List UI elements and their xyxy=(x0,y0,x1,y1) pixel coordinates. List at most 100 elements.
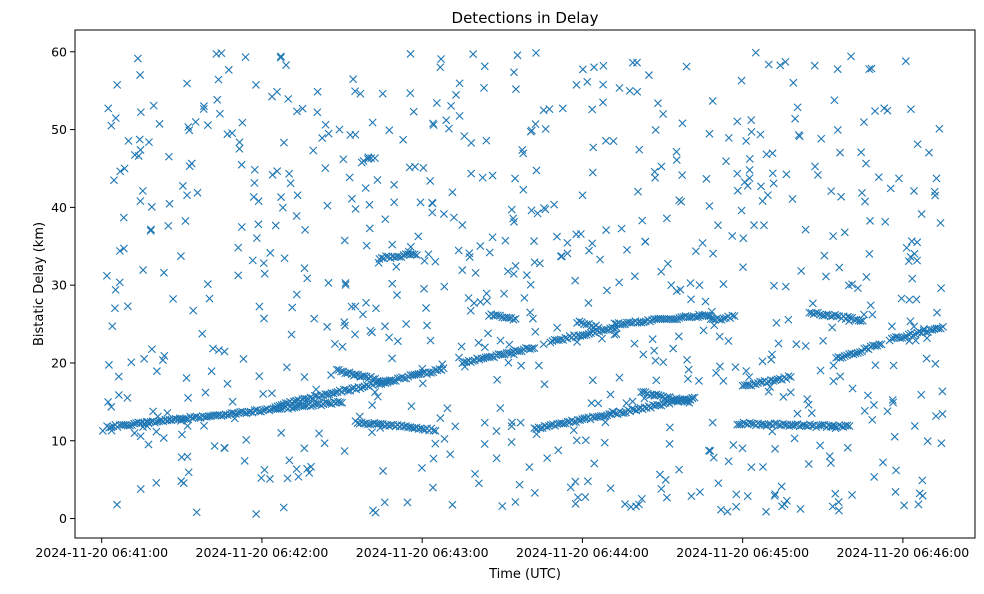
detection-marker xyxy=(917,390,926,399)
detection-marker xyxy=(241,53,250,62)
detection-marker xyxy=(301,225,310,234)
detection-marker xyxy=(779,392,788,401)
detection-marker xyxy=(596,255,605,264)
detection-marker xyxy=(428,208,437,217)
detection-marker xyxy=(182,373,191,382)
detection-marker xyxy=(561,333,570,342)
detection-marker xyxy=(701,297,710,306)
detection-marker xyxy=(464,293,473,302)
detection-marker xyxy=(588,105,597,114)
detection-marker xyxy=(488,233,497,242)
detection-marker xyxy=(446,450,455,459)
detection-marker xyxy=(715,332,724,341)
detection-marker xyxy=(786,372,795,381)
detection-marker xyxy=(136,108,145,117)
detection-marker xyxy=(578,191,587,200)
detection-marker xyxy=(695,310,704,319)
detection-marker xyxy=(337,367,345,376)
detection-marker xyxy=(350,371,359,380)
detection-marker xyxy=(676,396,685,405)
detection-marker xyxy=(831,310,840,319)
detection-marker xyxy=(480,83,489,92)
detection-marker xyxy=(178,181,187,190)
detection-marker xyxy=(458,221,467,230)
detection-marker xyxy=(511,314,520,323)
detection-marker xyxy=(923,334,932,343)
detection-marker xyxy=(791,114,800,123)
detection-marker xyxy=(804,400,813,409)
detection-marker xyxy=(925,148,933,157)
detection-marker xyxy=(300,264,309,273)
detection-marker xyxy=(663,393,672,402)
detection-marker xyxy=(369,375,378,384)
detection-marker xyxy=(277,193,286,202)
detection-marker xyxy=(119,244,128,253)
detection-marker xyxy=(484,329,493,338)
detection-marker xyxy=(714,479,723,488)
detection-marker xyxy=(831,489,840,498)
y-axis-label: Bistatic Delay (km) xyxy=(32,222,47,346)
detection-marker xyxy=(125,421,134,430)
detection-marker xyxy=(656,391,665,400)
detection-marker xyxy=(782,496,791,505)
detection-marker xyxy=(315,429,324,438)
detection-marker xyxy=(715,362,724,371)
detection-marker xyxy=(431,426,440,435)
detection-marker xyxy=(347,194,356,203)
detection-marker xyxy=(676,285,685,294)
detection-marker xyxy=(436,414,445,423)
detection-marker xyxy=(292,290,301,299)
detection-marker xyxy=(465,249,474,258)
detection-marker xyxy=(387,420,396,429)
detection-marker xyxy=(717,315,726,324)
detection-marker xyxy=(356,384,365,393)
detection-marker xyxy=(859,118,868,127)
detection-marker xyxy=(203,121,212,130)
detection-marker xyxy=(511,174,520,183)
detection-marker xyxy=(358,310,367,319)
detection-marker xyxy=(300,444,309,453)
detection-marker xyxy=(248,256,257,265)
detection-marker xyxy=(367,328,376,337)
detection-marker xyxy=(371,388,380,397)
detection-marker xyxy=(367,154,376,163)
plot-area xyxy=(98,48,947,519)
detection-marker xyxy=(303,464,312,473)
detection-marker xyxy=(530,488,539,497)
detection-marker xyxy=(572,436,581,445)
detection-marker xyxy=(377,253,386,262)
detection-marker xyxy=(444,124,453,133)
detection-marker xyxy=(662,214,671,223)
detection-marker xyxy=(633,187,642,196)
detection-marker xyxy=(379,467,388,475)
detection-marker xyxy=(556,252,565,261)
detection-marker xyxy=(584,298,593,307)
detection-marker xyxy=(729,440,738,449)
detection-marker xyxy=(931,412,940,421)
detection-marker xyxy=(252,510,261,519)
detection-marker xyxy=(541,205,550,214)
detection-marker xyxy=(706,446,715,455)
detection-marker xyxy=(572,230,581,239)
detection-marker xyxy=(107,423,116,432)
detection-marker xyxy=(719,314,728,323)
detection-marker xyxy=(747,127,756,136)
detection-marker xyxy=(913,140,922,149)
detection-marker xyxy=(762,150,771,159)
detection-marker xyxy=(716,505,725,514)
detection-marker xyxy=(235,144,244,153)
y-tick-label: 10 xyxy=(51,433,67,448)
detection-marker xyxy=(338,398,347,407)
detection-marker xyxy=(599,98,607,107)
detection-marker xyxy=(868,310,877,319)
detection-marker xyxy=(849,350,858,359)
detection-marker xyxy=(852,315,861,324)
detection-marker xyxy=(901,57,910,66)
detection-marker xyxy=(867,64,876,73)
detection-marker xyxy=(583,77,592,86)
detection-marker xyxy=(705,129,714,138)
detection-marker xyxy=(678,171,687,180)
detection-marker xyxy=(601,325,610,334)
detection-marker xyxy=(526,308,535,317)
detection-marker xyxy=(906,252,915,261)
